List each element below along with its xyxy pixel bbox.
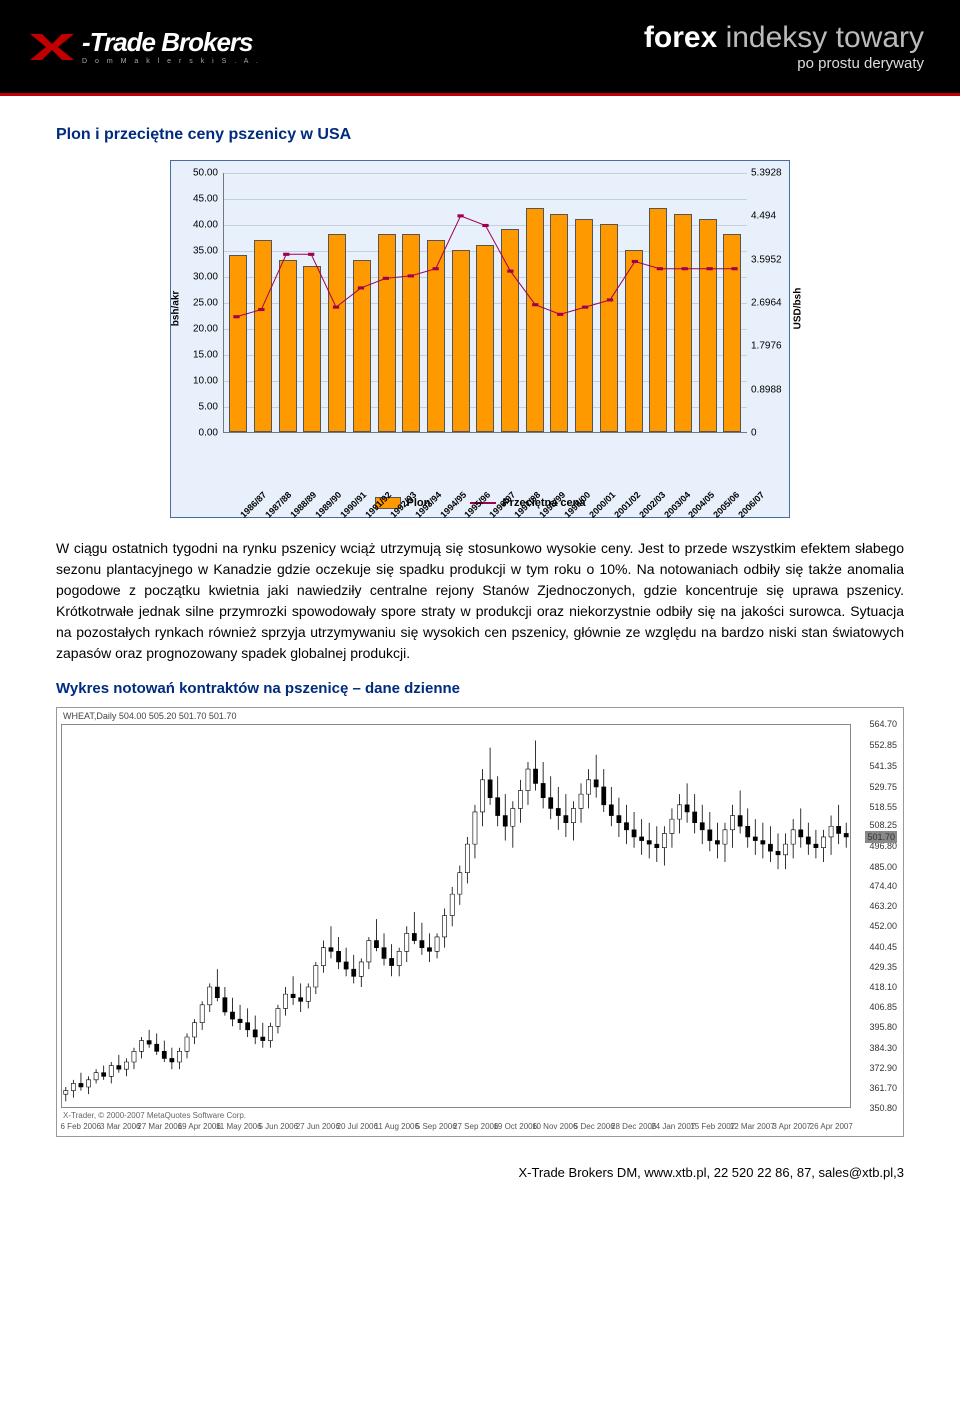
page-footer: X-Trade Brokers DM, www.xtb.pl, 22 520 2…: [0, 1157, 960, 1196]
chart2-frame-title: WHEAT,Daily 504.00 505.20 501.70 501.70: [63, 711, 236, 721]
logo-left: -Trade Brokers D o m M a k l e r s k i S…: [30, 29, 261, 65]
chart2-copyright: X-Trader, © 2000-2007 MetaQuotes Softwar…: [63, 1111, 246, 1120]
chart2-plot: [61, 724, 851, 1108]
chart1-title: Plon i przeciętne ceny pszenicy w USA: [56, 126, 904, 144]
logo-subtext: D o m M a k l e r s k i S . A .: [82, 58, 261, 65]
chart1-left-axis-label: bsh/akr: [170, 290, 181, 326]
brand-tagline: po prostu derywaty: [644, 55, 924, 72]
chart1-box: bsh/akr USD/bsh 0.005.0010.0015.0020.002…: [170, 160, 790, 518]
logo-right: forex indeksy towary po prostu derywaty: [644, 21, 924, 72]
chart2-ylabels: 564.70552.85541.35529.75518.55508.25496.…: [853, 724, 899, 1108]
logo-text: -Trade Brokers: [82, 29, 261, 55]
chart2-xlabels: 6 Feb 20063 Mar 200627 Mar 200619 Apr 20…: [61, 1122, 851, 1134]
x-logo-icon: [30, 30, 74, 64]
chart1-wrap: bsh/akr USD/bsh 0.005.0010.0015.0020.002…: [56, 160, 904, 518]
brand-bold: forex: [644, 21, 717, 54]
chart2-frame: WHEAT,Daily 504.00 505.20 501.70 501.70 …: [56, 707, 904, 1137]
chart1-plot: bsh/akr USD/bsh 0.005.0010.0015.0020.002…: [223, 173, 747, 433]
body-paragraph: W ciągu ostatnich tygodni na rynku pszen…: [56, 538, 904, 664]
brand-light: indeksy towary: [717, 21, 924, 54]
chart2-title: Wykres notowań kontraktów na pszenicę – …: [56, 680, 904, 697]
page-header: -Trade Brokers D o m M a k l e r s k i S…: [0, 0, 960, 96]
page-content: Plon i przeciętne ceny pszenicy w USA bs…: [0, 96, 960, 1157]
